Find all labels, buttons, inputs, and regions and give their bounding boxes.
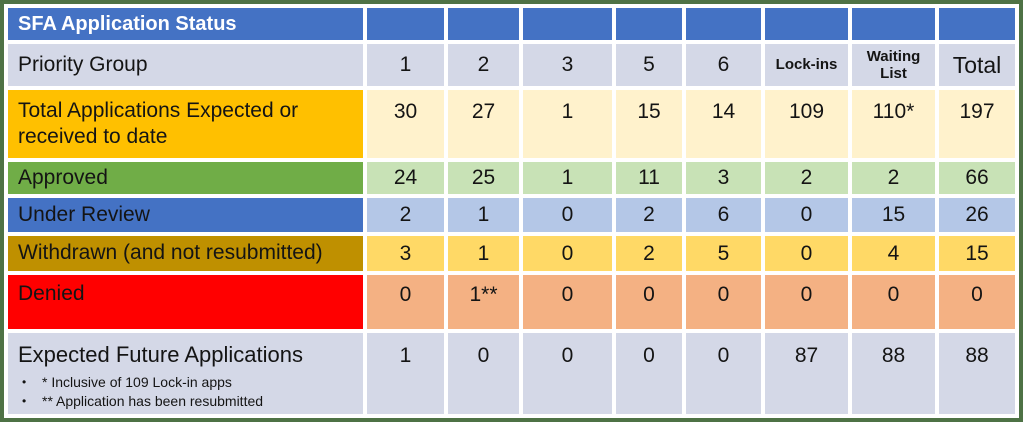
cell-value: 6 bbox=[686, 198, 761, 232]
row-withdrawn: Withdrawn (and not resubmitted) 3 1 0 2 … bbox=[8, 236, 1015, 271]
sfa-status-table: SFA Application Status Priority Group 1 … bbox=[4, 4, 1019, 418]
cell-value: 0 bbox=[765, 275, 848, 329]
table-title: SFA Application Status bbox=[8, 8, 363, 40]
title-spacer-cell bbox=[939, 8, 1015, 40]
cell-value: 0 bbox=[616, 333, 682, 414]
cell-value: 30 bbox=[367, 90, 444, 158]
cell-value: 1 bbox=[367, 333, 444, 414]
cell-value: 11 bbox=[616, 162, 682, 194]
cell-value: 3 bbox=[367, 236, 444, 271]
cell-value: 0 bbox=[852, 275, 935, 329]
cell-value: 0 bbox=[765, 236, 848, 271]
cell-value: 15 bbox=[939, 236, 1015, 271]
cell-value: 0 bbox=[939, 275, 1015, 329]
column-header-5: 5 bbox=[616, 44, 682, 86]
cell-value: 0 bbox=[523, 275, 612, 329]
title-row: SFA Application Status bbox=[8, 8, 1015, 40]
cell-value: 4 bbox=[852, 236, 935, 271]
cell-value: 1 bbox=[523, 90, 612, 158]
cell-value: 0 bbox=[686, 333, 761, 414]
footnote-lock-in-apps: * Inclusive of 109 Lock-in apps bbox=[18, 373, 359, 393]
expected-future-label: Expected Future Applications bbox=[18, 342, 303, 367]
cell-value: 1 bbox=[448, 198, 519, 232]
cell-value: 1** bbox=[448, 275, 519, 329]
cell-value: 110* bbox=[852, 90, 935, 158]
cell-value: 25 bbox=[448, 162, 519, 194]
title-spacer-cell bbox=[852, 8, 935, 40]
cell-value: 88 bbox=[939, 333, 1015, 414]
cell-value: 0 bbox=[686, 275, 761, 329]
footnote-resubmitted: ** Application has been resubmitted bbox=[18, 392, 359, 412]
column-header-2: 2 bbox=[448, 44, 519, 86]
cell-value: 109 bbox=[765, 90, 848, 158]
cell-value: 1 bbox=[523, 162, 612, 194]
cell-value: 27 bbox=[448, 90, 519, 158]
cell-value: 66 bbox=[939, 162, 1015, 194]
title-spacer-cell bbox=[616, 8, 682, 40]
row-label-total-applications: Total Applications Expected or received … bbox=[8, 90, 363, 158]
cell-value: 24 bbox=[367, 162, 444, 194]
cell-value: 0 bbox=[448, 333, 519, 414]
row-label-approved: Approved bbox=[8, 162, 363, 194]
priority-group-label: Priority Group bbox=[8, 44, 363, 86]
cell-value: 2 bbox=[616, 198, 682, 232]
column-header-3: 3 bbox=[523, 44, 612, 86]
row-label-under-review: Under Review bbox=[8, 198, 363, 232]
cell-value: 197 bbox=[939, 90, 1015, 158]
cell-value: 1 bbox=[448, 236, 519, 271]
title-spacer-cell bbox=[765, 8, 848, 40]
cell-value: 2 bbox=[367, 198, 444, 232]
column-header-1: 1 bbox=[367, 44, 444, 86]
cell-value: 2 bbox=[852, 162, 935, 194]
cell-value: 88 bbox=[852, 333, 935, 414]
row-approved: Approved 24 25 1 11 3 2 2 66 bbox=[8, 162, 1015, 194]
cell-value: 2 bbox=[616, 236, 682, 271]
row-label-withdrawn: Withdrawn (and not resubmitted) bbox=[8, 236, 363, 271]
row-label-expected-future: Expected Future Applications * Inclusive… bbox=[8, 333, 363, 414]
cell-value: 14 bbox=[686, 90, 761, 158]
cell-value: 0 bbox=[765, 198, 848, 232]
row-under-review: Under Review 2 1 0 2 6 0 15 26 bbox=[8, 198, 1015, 232]
cell-value: 5 bbox=[686, 236, 761, 271]
cell-value: 15 bbox=[852, 198, 935, 232]
title-spacer-cell bbox=[523, 8, 612, 40]
cell-value: 26 bbox=[939, 198, 1015, 232]
column-header-total: Total bbox=[939, 44, 1015, 86]
cell-value: 3 bbox=[686, 162, 761, 194]
row-label-denied: Denied bbox=[8, 275, 363, 329]
cell-value: 0 bbox=[523, 333, 612, 414]
row-denied: Denied 0 1** 0 0 0 0 0 0 bbox=[8, 275, 1015, 329]
cell-value: 15 bbox=[616, 90, 682, 158]
cell-value: 0 bbox=[523, 198, 612, 232]
column-header-row: Priority Group 1 2 3 5 6 Lock-ins Waitin… bbox=[8, 44, 1015, 86]
cell-value: 87 bbox=[765, 333, 848, 414]
cell-value: 2 bbox=[765, 162, 848, 194]
column-header-lock-ins: Lock-ins bbox=[765, 44, 848, 86]
cell-value: 0 bbox=[616, 275, 682, 329]
cell-value: 0 bbox=[523, 236, 612, 271]
column-header-waiting-list: Waiting List bbox=[852, 44, 935, 86]
row-expected-future: Expected Future Applications * Inclusive… bbox=[8, 333, 1015, 414]
column-header-6: 6 bbox=[686, 44, 761, 86]
title-spacer-cell bbox=[686, 8, 761, 40]
title-spacer-cell bbox=[367, 8, 444, 40]
cell-value: 0 bbox=[367, 275, 444, 329]
title-spacer-cell bbox=[448, 8, 519, 40]
row-total-applications: Total Applications Expected or received … bbox=[8, 90, 1015, 158]
